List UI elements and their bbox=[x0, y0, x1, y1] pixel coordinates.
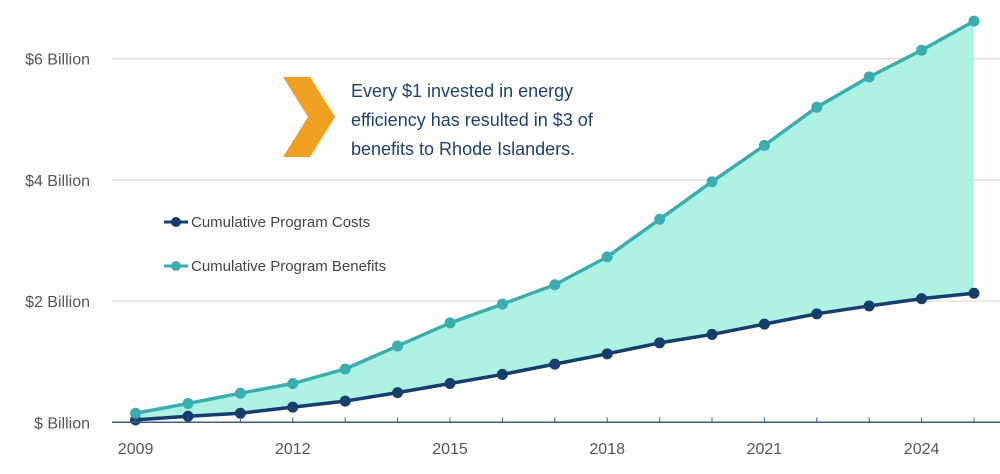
data-point-costs bbox=[654, 337, 666, 349]
y-tick-label: $ Billion bbox=[34, 415, 90, 432]
data-point-benefits bbox=[130, 407, 142, 419]
data-point-costs bbox=[706, 328, 718, 340]
data-point-costs bbox=[549, 358, 561, 370]
x-tick-label: 2021 bbox=[747, 441, 783, 458]
data-point-costs bbox=[234, 407, 246, 419]
data-point-costs bbox=[863, 300, 875, 312]
data-point-benefits bbox=[392, 340, 404, 352]
legend-item-costs: Cumulative Program Costs bbox=[164, 214, 370, 231]
y-axis-labels: $ Billion $2 Billion $4 Billion $6 Billion bbox=[25, 52, 90, 433]
data-point-benefits bbox=[706, 176, 718, 188]
data-point-benefits bbox=[339, 363, 351, 375]
legend-item-benefits: Cumulative Program Benefits bbox=[164, 258, 386, 275]
data-point-costs bbox=[968, 287, 980, 299]
callout-line-3: benefits to Rhode Islanders. bbox=[351, 139, 575, 159]
data-point-costs bbox=[811, 308, 823, 320]
x-tick-label: 2024 bbox=[904, 441, 940, 458]
legend-label-benefits: Cumulative Program Benefits bbox=[191, 258, 386, 275]
data-point-costs bbox=[339, 395, 351, 407]
data-point-benefits bbox=[496, 298, 508, 310]
data-point-benefits bbox=[968, 15, 980, 27]
data-point-costs bbox=[496, 368, 508, 380]
series-layer bbox=[130, 15, 980, 426]
data-point-costs bbox=[758, 318, 770, 330]
chevron-right-icon bbox=[283, 77, 335, 157]
callout-line-2: efficiency has resulted in $3 of bbox=[351, 110, 594, 130]
x-axis-labels: 2009 2012 2015 2018 2021 2024 bbox=[118, 441, 940, 458]
data-point-costs bbox=[287, 401, 299, 413]
legend-label-costs: Cumulative Program Costs bbox=[191, 214, 370, 231]
data-point-benefits bbox=[287, 378, 299, 390]
data-point-costs bbox=[444, 378, 456, 390]
y-tick-label: $2 Billion bbox=[25, 294, 90, 311]
data-point-costs bbox=[392, 387, 404, 399]
x-tick-label: 2012 bbox=[275, 441, 311, 458]
data-point-benefits bbox=[444, 317, 456, 329]
data-point-costs bbox=[182, 410, 194, 422]
data-point-benefits bbox=[863, 71, 875, 83]
data-point-benefits bbox=[549, 279, 561, 291]
x-tick-label: 2018 bbox=[589, 441, 625, 458]
callout-line-1: Every $1 invested in energy bbox=[351, 81, 573, 101]
x-axis bbox=[112, 417, 1000, 424]
y-tick-label: $6 Billion bbox=[25, 52, 90, 69]
legend: Cumulative Program Costs Cumulative Prog… bbox=[164, 214, 386, 275]
data-point-costs bbox=[916, 293, 928, 305]
data-point-benefits bbox=[601, 251, 613, 263]
data-point-benefits bbox=[182, 398, 194, 410]
y-tick-label: $4 Billion bbox=[25, 173, 90, 190]
callout: Every $1 invested in energy efficiency h… bbox=[283, 77, 594, 159]
data-point-benefits bbox=[654, 213, 666, 225]
data-point-benefits bbox=[811, 101, 823, 113]
x-tick-label: 2015 bbox=[432, 441, 468, 458]
data-point-benefits bbox=[916, 44, 928, 56]
data-point-benefits bbox=[758, 139, 770, 151]
data-point-costs bbox=[601, 348, 613, 360]
data-point-benefits bbox=[234, 387, 246, 399]
x-tick-label: 2009 bbox=[118, 441, 154, 458]
